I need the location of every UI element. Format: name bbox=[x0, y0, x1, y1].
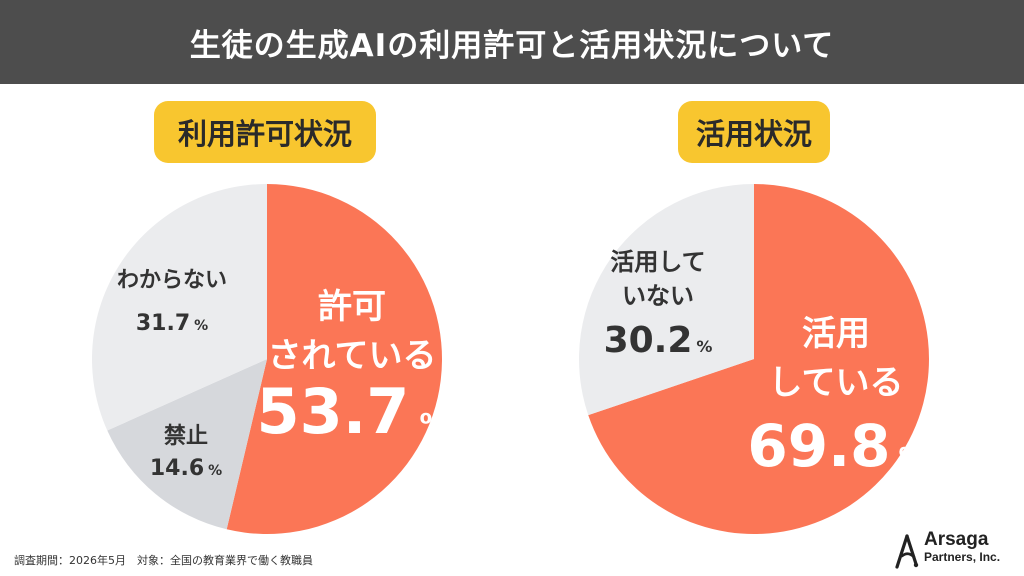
chart-title-permission: 利用許可状況 bbox=[154, 101, 376, 163]
pie-slice bbox=[226, 184, 442, 534]
pie-slice bbox=[107, 359, 268, 530]
slice-label: わからない bbox=[117, 268, 227, 293]
slice-value-label: 14.6% bbox=[150, 456, 222, 481]
page-title: 生徒の生成AIの利用許可と活用状況について bbox=[0, 0, 1024, 84]
slice-label: している bbox=[769, 363, 904, 403]
pie-slice bbox=[579, 184, 754, 416]
slice-label: いない bbox=[622, 282, 694, 310]
slice-value-label: 53.7% bbox=[256, 375, 447, 448]
chart-title-usage: 活用状況 bbox=[678, 101, 830, 163]
slice-value-label: 31.7% bbox=[136, 311, 208, 336]
pie-slice bbox=[92, 184, 268, 431]
pie-slice bbox=[588, 184, 929, 534]
slice-label: 活用して bbox=[610, 248, 705, 276]
slice-label: されている bbox=[268, 336, 437, 376]
survey-note: 調査期間：2026年5月 対象：全国の教育業界で働く教職員 bbox=[14, 554, 313, 567]
slice-value-label: 30.2% bbox=[604, 320, 713, 361]
slice-label: 禁止 bbox=[164, 423, 208, 449]
slice-label: 活用 bbox=[802, 314, 870, 354]
logo-name: Arsaga bbox=[924, 529, 989, 550]
logo-subtitle: Partners, Inc. bbox=[924, 550, 1001, 564]
slice-value-label: 69.8% bbox=[747, 412, 924, 480]
slice-label: 許可 bbox=[318, 287, 386, 327]
company-logo: Arsaga Partners, Inc. bbox=[894, 530, 1014, 570]
arsaga-logo-icon bbox=[895, 534, 919, 569]
